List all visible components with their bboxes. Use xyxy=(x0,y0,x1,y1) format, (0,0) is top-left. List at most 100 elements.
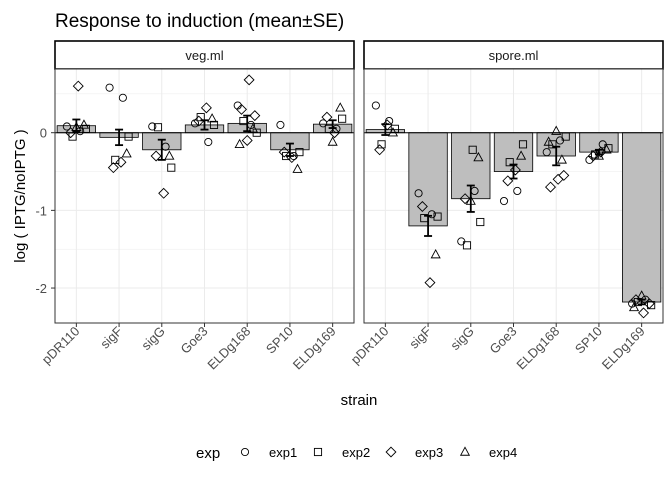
data-point-exp2 xyxy=(124,132,133,141)
data-point-exp1 xyxy=(118,93,127,102)
legend-label-exp1: exp1 xyxy=(269,445,297,460)
data-point-exp2 xyxy=(462,241,472,250)
data-point-exp1 xyxy=(62,122,71,131)
data-point-exp4 xyxy=(164,150,175,160)
x-tick-label: ELDg169 xyxy=(599,324,648,373)
x-tick-label: sigG xyxy=(138,324,168,354)
data-point-exp3 xyxy=(107,162,119,174)
data-point-exp3 xyxy=(243,74,255,86)
legend: exp exp1 exp2 exp3 exp4 xyxy=(196,445,517,462)
data-point-exp2 xyxy=(377,140,386,149)
data-point-exp4 xyxy=(430,249,441,259)
data-point-exp3 xyxy=(374,144,386,156)
chart-title: Response to induction (mean±SE) xyxy=(55,11,344,32)
facet-strip-label: spore.ml xyxy=(489,48,539,63)
data-point-exp3 xyxy=(249,110,261,122)
facet-strip-label: veg.ml xyxy=(185,48,223,63)
data-point-exp3 xyxy=(200,102,212,114)
data-point-exp4 xyxy=(292,163,303,173)
y-tick-label: 0 xyxy=(40,126,47,141)
data-point-exp2 xyxy=(338,114,347,123)
x-tick-label: ELDg168 xyxy=(204,324,253,373)
data-point-exp2 xyxy=(647,301,656,310)
data-point-exp2 xyxy=(468,145,477,154)
data-point-exp4 xyxy=(234,138,245,149)
data-point-exp1 xyxy=(233,101,242,110)
data-point-exp2 xyxy=(433,212,442,221)
data-point-exp3 xyxy=(416,200,428,212)
legend-label-exp4: exp4 xyxy=(489,445,517,460)
data-point-exp3 xyxy=(236,103,248,115)
data-point-exp3 xyxy=(509,164,521,176)
data-point-exp2 xyxy=(548,140,557,149)
data-point-exp2 xyxy=(81,124,90,133)
data-point-exp3 xyxy=(158,187,170,199)
data-point-exp2 xyxy=(561,132,570,141)
x-tick-label: sigG xyxy=(447,324,477,354)
data-point-exp4 xyxy=(387,127,399,137)
data-point-exp4 xyxy=(78,119,90,129)
legend-key-exp1 xyxy=(240,447,250,457)
data-point-exp4 xyxy=(473,151,484,162)
data-point-exp3 xyxy=(643,298,655,310)
data-point-exp3 xyxy=(321,111,333,123)
facet-strip xyxy=(363,40,664,70)
data-point-exp3 xyxy=(329,127,341,139)
data-point-exp3 xyxy=(150,150,162,162)
data-point-exp2 xyxy=(153,123,163,132)
data-point-exp3 xyxy=(424,277,436,289)
legend-label-exp3: exp3 xyxy=(415,445,443,460)
data-point-exp1 xyxy=(585,155,594,164)
data-point-exp1 xyxy=(204,137,213,147)
facet-strip xyxy=(54,40,355,70)
y-tick-label: -1 xyxy=(35,203,47,218)
data-point-exp4 xyxy=(543,136,554,146)
legend-label-exp2: exp2 xyxy=(342,445,370,460)
legend-title: exp xyxy=(196,445,220,462)
data-point-exp1 xyxy=(319,119,328,128)
data-point-exp2 xyxy=(167,163,176,172)
data-point-exp2 xyxy=(518,140,528,149)
x-tick-label: ELDg168 xyxy=(513,324,562,373)
legend-key-exp2 xyxy=(313,447,323,457)
x-tick-label: SP10 xyxy=(572,324,605,357)
legend-key-exp3 xyxy=(385,446,397,458)
data-point-exp1 xyxy=(499,196,509,206)
data-point-exp1 xyxy=(105,83,114,92)
legend-key-exp4 xyxy=(459,446,471,456)
x-tick-label: pDR110 xyxy=(39,324,83,368)
data-point-exp4 xyxy=(516,150,527,160)
data-point-exp2 xyxy=(295,148,304,157)
data-point-exp2 xyxy=(476,217,485,227)
data-point-exp4 xyxy=(327,136,338,146)
y-tick-label: -2 xyxy=(35,281,47,296)
data-point-exp4 xyxy=(628,301,640,312)
data-point-exp2 xyxy=(209,120,219,129)
data-point-exp3 xyxy=(459,193,471,205)
data-point-exp3 xyxy=(630,294,642,306)
data-point-exp2 xyxy=(252,128,261,137)
data-point-exp3 xyxy=(545,181,557,193)
data-point-exp1 xyxy=(414,189,423,198)
data-point-exp1 xyxy=(513,186,522,196)
data-point-exp4 xyxy=(335,102,346,112)
x-tick-label: pDR110 xyxy=(348,324,392,368)
bar-sigF xyxy=(408,132,448,227)
data-point-exp4 xyxy=(247,123,258,133)
data-point-exp3 xyxy=(638,307,650,319)
data-point-exp2 xyxy=(505,158,514,167)
x-tick-label: sigF xyxy=(406,323,434,351)
data-point-exp1 xyxy=(276,120,285,129)
data-point-exp3 xyxy=(558,169,570,181)
data-point-exp3 xyxy=(278,146,290,158)
x-tick-label: ELDg169 xyxy=(290,324,339,373)
data-point-exp2 xyxy=(68,132,77,141)
data-point-exp4 xyxy=(601,144,612,154)
x-axis-label: strain xyxy=(341,392,378,409)
data-point-exp1 xyxy=(148,122,157,131)
data-point-exp3 xyxy=(115,156,127,168)
bar-ELDg169 xyxy=(622,132,662,303)
